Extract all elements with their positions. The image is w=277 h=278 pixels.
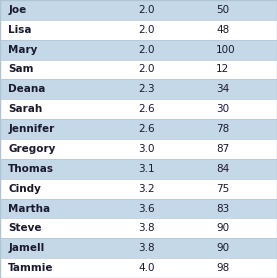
Text: Joe: Joe bbox=[8, 5, 27, 15]
Bar bbox=[0, 159, 277, 179]
Text: 75: 75 bbox=[216, 184, 229, 194]
Text: Jamell: Jamell bbox=[8, 243, 45, 253]
Text: 98: 98 bbox=[216, 263, 229, 273]
Text: 87: 87 bbox=[216, 144, 229, 154]
Text: 12: 12 bbox=[216, 64, 229, 75]
Text: 3.8: 3.8 bbox=[138, 243, 155, 253]
Text: 2.0: 2.0 bbox=[138, 5, 155, 15]
Text: Mary: Mary bbox=[8, 45, 38, 55]
Bar bbox=[0, 20, 277, 40]
Text: Martha: Martha bbox=[8, 203, 50, 214]
Text: Sarah: Sarah bbox=[8, 104, 43, 114]
Text: 3.6: 3.6 bbox=[138, 203, 155, 214]
Text: Sam: Sam bbox=[8, 64, 34, 75]
Text: 2.6: 2.6 bbox=[138, 124, 155, 134]
Bar bbox=[0, 179, 277, 198]
Bar bbox=[0, 59, 277, 80]
Text: Thomas: Thomas bbox=[8, 164, 54, 174]
Bar bbox=[0, 139, 277, 159]
Text: 3.1: 3.1 bbox=[138, 164, 155, 174]
Bar bbox=[0, 0, 277, 20]
Text: Deana: Deana bbox=[8, 84, 46, 94]
Text: Gregory: Gregory bbox=[8, 144, 56, 154]
Text: 2.0: 2.0 bbox=[138, 45, 155, 55]
Text: 2.0: 2.0 bbox=[138, 64, 155, 75]
Text: 2.3: 2.3 bbox=[138, 84, 155, 94]
Text: 2.6: 2.6 bbox=[138, 104, 155, 114]
Text: 100: 100 bbox=[216, 45, 236, 55]
Bar bbox=[0, 99, 277, 119]
Text: 30: 30 bbox=[216, 104, 229, 114]
Text: 84: 84 bbox=[216, 164, 229, 174]
Text: 2.0: 2.0 bbox=[138, 25, 155, 35]
Text: 90: 90 bbox=[216, 223, 229, 233]
Text: Steve: Steve bbox=[8, 223, 42, 233]
Bar bbox=[0, 80, 277, 99]
Bar bbox=[0, 219, 277, 238]
Bar bbox=[0, 119, 277, 139]
Text: 90: 90 bbox=[216, 243, 229, 253]
Bar bbox=[0, 258, 277, 278]
Bar bbox=[0, 40, 277, 59]
Text: 50: 50 bbox=[216, 5, 229, 15]
Text: 4.0: 4.0 bbox=[138, 263, 155, 273]
Text: 78: 78 bbox=[216, 124, 229, 134]
Text: 48: 48 bbox=[216, 25, 229, 35]
Text: Tammie: Tammie bbox=[8, 263, 54, 273]
Bar bbox=[0, 238, 277, 258]
Text: 3.8: 3.8 bbox=[138, 223, 155, 233]
Text: Jennifer: Jennifer bbox=[8, 124, 55, 134]
Text: 3.0: 3.0 bbox=[138, 144, 155, 154]
Bar bbox=[0, 198, 277, 219]
Text: 83: 83 bbox=[216, 203, 229, 214]
Text: 34: 34 bbox=[216, 84, 229, 94]
Text: Lisa: Lisa bbox=[8, 25, 32, 35]
Text: 3.2: 3.2 bbox=[138, 184, 155, 194]
Text: Cindy: Cindy bbox=[8, 184, 41, 194]
